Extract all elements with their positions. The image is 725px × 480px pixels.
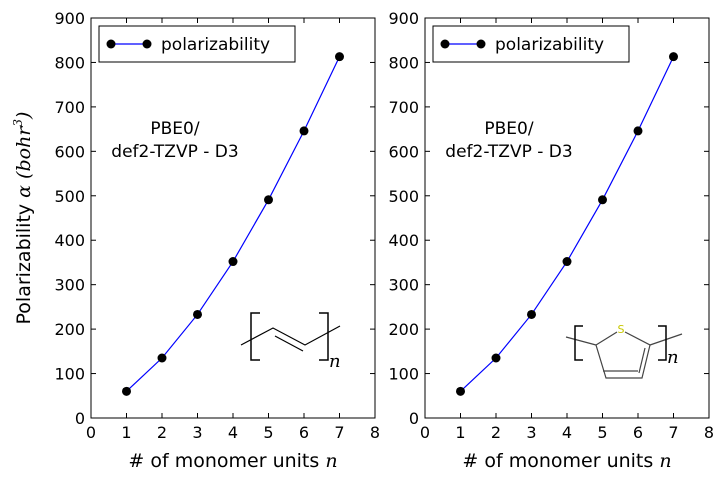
x-tick-label: 6 [633, 423, 643, 442]
y-tick-label: 200 [54, 320, 85, 339]
data-point [491, 353, 501, 363]
x-tick-label: 3 [526, 423, 536, 442]
bracket-left [250, 312, 260, 361]
x-axis-label: # of monomer units n [462, 450, 671, 472]
x-tick-label: 7 [334, 423, 344, 442]
bracket-right [319, 312, 329, 361]
polyacetylene-structure: n [240, 312, 341, 372]
y-tick-label: 400 [54, 231, 85, 250]
x-tick-label: 4 [228, 423, 238, 442]
bracket-left [574, 325, 583, 361]
x-tick-label: 1 [455, 423, 465, 442]
x-tick-label: 2 [157, 423, 167, 442]
ring-double-bond [638, 347, 646, 374]
data-point [527, 309, 536, 319]
x-axis-label-math: n [325, 450, 337, 472]
double-bond [274, 335, 304, 352]
data-point [264, 195, 273, 205]
data-point [598, 195, 607, 205]
x-tick-label: 6 [299, 423, 309, 442]
legend-marker [142, 39, 152, 49]
y-axis-label-exponent: 3 [11, 119, 25, 127]
x-tick-label: 5 [263, 423, 273, 442]
x-tick-label: 0 [420, 423, 430, 442]
y-tick-label: 0 [75, 409, 85, 428]
data-point [633, 126, 643, 136]
y-tick-label: 700 [54, 98, 85, 117]
y-tick-label: 800 [54, 53, 85, 72]
bond-chain [240, 325, 341, 346]
y-tick-label: 900 [388, 9, 419, 28]
thiophene-ring [595, 331, 651, 379]
series-line [126, 56, 341, 392]
y-axis-label-text: Polarizability [13, 198, 35, 325]
x-tick-label: 1 [121, 423, 131, 442]
x-tick-label: 3 [192, 423, 202, 442]
y-axis-label: Polarizability α (bohr3) [11, 112, 35, 325]
y-tick-label: 200 [388, 320, 419, 339]
annotation-line: def2-TZVP - D3 [445, 142, 572, 162]
x-axis-label-text: # of monomer units [128, 450, 325, 472]
y-tick-label: 700 [388, 98, 419, 117]
data-point [669, 52, 678, 62]
y-tick-label: 600 [388, 142, 419, 161]
data-point [193, 309, 202, 319]
x-tick-label: 0 [86, 423, 96, 442]
repeat-unit-label: n [329, 351, 341, 372]
y-tick-label: 0 [409, 409, 419, 428]
sulfur-atom: S [618, 323, 625, 336]
data-point [157, 353, 167, 363]
bond-left [565, 336, 597, 346]
data-point [228, 257, 238, 267]
legend-entry: polarizability [161, 35, 270, 55]
y-tick-label: 900 [54, 9, 85, 28]
annotation-line: def2-TZVP - D3 [111, 142, 238, 162]
bracket-right [658, 325, 667, 361]
y-axis-label-math: α (bohr [13, 125, 35, 198]
y-tick-label: 500 [388, 187, 419, 206]
y-tick-label: 400 [388, 231, 419, 250]
x-tick-label: 8 [704, 423, 714, 442]
y-tick-label: 800 [388, 53, 419, 72]
repeat-unit-label: n [667, 347, 679, 368]
y-tick-label: 500 [54, 187, 85, 206]
method-annotation: PBE0/def2-TZVP - D3 [445, 119, 572, 162]
chart-panel-polyacetylene: 0 1 2 3 4 5 6 7 8 0 100 200 300 400 500 600 700 800 900 # o… [54, 9, 380, 472]
annotation-line: PBE0/ [484, 119, 533, 139]
y-tick-label: 300 [54, 276, 85, 295]
method-annotation: PBE0/def2-TZVP - D3 [111, 119, 238, 162]
legend: polarizability [432, 25, 630, 63]
x-axis-label-math: n [659, 450, 671, 472]
legend: polarizability [98, 25, 296, 63]
x-tick-label: 2 [491, 423, 501, 442]
data-point [335, 52, 344, 62]
legend-marker [106, 39, 116, 49]
x-tick-label: 8 [370, 423, 380, 442]
annotation-line: PBE0/ [150, 119, 199, 139]
y-tick-label: 600 [54, 142, 85, 161]
x-tick-label: 4 [562, 423, 572, 442]
y-tick-label: 100 [388, 365, 419, 384]
data-point [299, 126, 309, 136]
x-axis-label: # of monomer units n [128, 450, 337, 472]
data-point [562, 257, 572, 267]
chart-panel-polythiophene: 0 1 2 3 4 5 6 7 8 0 100 200 300 400 500 600 700 800 900 # o… [388, 9, 714, 472]
data-point [456, 386, 465, 396]
x-tick-label: 7 [668, 423, 678, 442]
legend-marker [440, 39, 450, 49]
x-tick-label: 5 [597, 423, 607, 442]
y-tick-label: 100 [54, 365, 85, 384]
x-axis-label-text: # of monomer units [462, 450, 659, 472]
polythiophene-structure: Sn [565, 323, 683, 379]
y-tick-label: 300 [388, 276, 419, 295]
legend-marker [476, 39, 486, 49]
legend-entry: polarizability [495, 35, 604, 55]
data-point [122, 386, 131, 396]
svg-text:Polarizability α (bohr3): Polarizability α (bohr3) [11, 112, 35, 325]
y-axis-label-close: ) [13, 112, 35, 120]
